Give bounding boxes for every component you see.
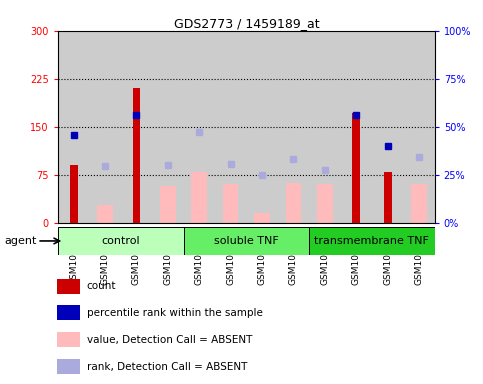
Bar [160,185,176,223]
Bar [97,205,113,223]
Bar [132,88,141,223]
Bar [309,227,435,255]
Bar [70,165,78,223]
Bar [57,278,80,294]
Text: value, Detection Call = ABSENT: value, Detection Call = ABSENT [86,335,252,345]
Bar [285,183,301,223]
Text: percentile rank within the sample: percentile rank within the sample [86,308,262,318]
Bar [352,113,360,223]
Text: rank, Detection Call = ABSENT: rank, Detection Call = ABSENT [86,362,247,372]
Bar [58,227,184,255]
Text: agent: agent [5,236,37,246]
Text: control: control [101,236,140,246]
Text: transmembrane TNF: transmembrane TNF [314,236,429,246]
Title: GDS2773 / 1459189_at: GDS2773 / 1459189_at [173,17,319,30]
Bar [184,227,309,255]
Bar [57,332,80,348]
Bar [254,213,270,223]
Bar [384,172,392,223]
Text: count: count [86,281,116,291]
Bar [223,184,239,223]
Bar [411,184,427,223]
Text: soluble TNF: soluble TNF [214,236,279,246]
Bar [317,184,333,223]
Bar [57,359,80,374]
Bar [191,172,207,223]
Bar [57,305,80,321]
